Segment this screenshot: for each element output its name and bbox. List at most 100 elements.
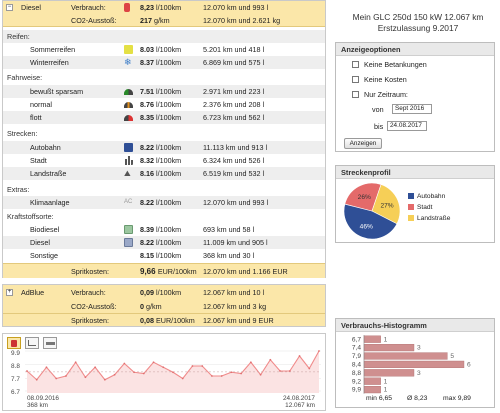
highway-icon <box>124 143 133 152</box>
consumption-point <box>133 371 135 374</box>
to-label: bis <box>374 122 384 131</box>
histogram-count-label: 6 <box>467 362 471 369</box>
fuel-costs-totals: 12.070 km und 1.166 EUR <box>203 267 288 276</box>
section-tires-title-row: Reifen: <box>3 30 325 43</box>
pie-slice-0 <box>343 203 398 240</box>
consumption-label: Verbrauch: <box>71 3 106 12</box>
time-range-checkbox[interactable] <box>352 91 359 98</box>
histogram-count-label: 3 <box>417 345 421 352</box>
car-registration: Erstzulassung 9.2017 <box>377 23 459 33</box>
panel-title: Streckenprofil <box>336 166 494 179</box>
x-end-label: 24.08.2017 12.067 km <box>283 395 315 409</box>
y-tick-label: 6.7 <box>11 389 20 396</box>
consumption-point <box>279 370 281 372</box>
route-profile-pie: 46% 26% 27% <box>343 182 401 240</box>
adblue-consumption-row: + AdBlue Verbrauch: 0,09 l/100km 12.067 … <box>6 288 265 297</box>
adblue-panel: + AdBlue Verbrauch: 0,09 l/100km 12.067 … <box>2 284 326 327</box>
consumption-point <box>201 365 204 367</box>
adblue-co2-row: CO2-Ausstoß: 0 g/km 12.067 km und 3 kg <box>71 302 267 311</box>
panel-title: Anzeigeoptionen <box>336 43 494 56</box>
consumption-point <box>318 350 320 352</box>
to-date-input[interactable]: 24.08.2017 <box>387 121 427 131</box>
fuel-costs-row: Spritkosten: 9,66 EUR/100km 12.070 km un… <box>3 263 325 278</box>
histogram-bar <box>363 369 415 377</box>
time-range-option[interactable]: Nur Zeitraum: <box>352 90 408 100</box>
consumption-point <box>162 366 165 369</box>
fuel-pump-icon <box>11 340 17 347</box>
air-conditioning-icon: AC <box>124 199 133 205</box>
no-refuels-option[interactable]: Keine Betankungen <box>352 60 427 70</box>
histogram-avg: Ø 8,23 <box>407 395 428 402</box>
histogram-count-label: 1 <box>384 387 388 394</box>
pie-slice-label: 46% <box>360 224 373 231</box>
pie-slice-label: 27% <box>380 202 393 209</box>
histogram-count-label: 3 <box>417 370 421 377</box>
consumption-point <box>94 366 97 369</box>
section-title: Strecken: <box>7 129 38 138</box>
fuel-name: Diesel <box>21 3 41 12</box>
expand-toggle-icon[interactable]: − <box>6 4 13 11</box>
consumption-point <box>249 361 252 364</box>
driving-row-economical: bewußt sparsam 7.51 l/100km 2.971 km und… <box>3 85 325 98</box>
consumption-point <box>288 370 291 372</box>
pie-slice-1 <box>344 182 382 212</box>
adblue-name: AdBlue <box>21 288 45 297</box>
diesel-consumption-row: − Diesel Verbrauch: 8,23 l/100km 12.070 … <box>3 1 325 14</box>
consumption-point <box>298 355 301 357</box>
speedometer-orange-icon <box>124 102 133 108</box>
no-costs-option[interactable]: Keine Kosten <box>352 75 407 85</box>
section-extras-title-row: Extras: <box>3 183 325 196</box>
consumption-histogram: 6,7 1 7,4 3 7,9 5 8,4 6 8,8 3 9,2 1 9,9 1 <box>352 335 471 394</box>
diesel-co2-row: CO2-Ausstoß: 217 g/km 12.070 km und 2.62… <box>3 14 325 27</box>
section-title: Fahrweise: <box>7 73 43 82</box>
histogram-category-label: 8,4 <box>352 362 361 369</box>
fuel-pump-view-button[interactable] <box>7 337 21 349</box>
section-driving-title-row: Fahrweise: <box>3 71 325 84</box>
consumption-point <box>65 375 67 377</box>
histogram-bar <box>363 377 381 385</box>
expand-toggle-icon[interactable]: + <box>6 289 13 296</box>
histogram-bar <box>363 386 381 394</box>
consumption-point <box>103 378 106 381</box>
speedometer-red-icon <box>124 115 133 121</box>
extras-row-ac: Klimaanlage AC 8.22 l/100km 12.070 km un… <box>3 196 325 209</box>
consumption-line-chart <box>25 350 321 393</box>
city-icon <box>124 156 133 165</box>
pie-slice-label: 26% <box>358 194 371 201</box>
histogram-category-label: 9,2 <box>352 378 361 385</box>
roads-row-country: Landstraße ⛰ 8.16 l/100km 6.519 km und 5… <box>3 167 325 180</box>
consumption-point <box>113 373 116 376</box>
chart-icon <box>28 340 36 346</box>
display-options-panel: Anzeigeoptionen Keine Betankungen Keine … <box>335 42 495 152</box>
y-tick-label: 7.7 <box>11 376 20 383</box>
show-button[interactable]: Anzeigen <box>344 138 382 149</box>
consumption-point <box>211 375 213 377</box>
y-tick-label: 8.8 <box>11 363 20 370</box>
consumption-point <box>269 358 272 361</box>
co2-label: CO2-Ausstoß: <box>71 16 117 25</box>
consumption-point <box>308 367 311 370</box>
section-title: Extras: <box>7 185 30 194</box>
consumption-point <box>35 378 38 381</box>
biodiesel-pump-icon <box>124 225 133 234</box>
consumption-value: 8,23 l/100km <box>140 3 182 12</box>
section-fuel-type-title-row: Kraftstoffsorte: <box>3 210 325 223</box>
from-label: von <box>372 105 384 114</box>
from-date-select[interactable]: Sept 2016 <box>392 104 432 114</box>
consumption-point <box>191 365 194 367</box>
route-profile-panel: Streckenprofil 46% 26% 27% Autobahn Stadt … <box>335 165 495 243</box>
histogram-category-label: 6,7 <box>352 336 361 343</box>
histogram-min: min 6,65 <box>366 395 393 402</box>
no-refuels-checkbox[interactable] <box>352 61 359 68</box>
adblue-cost-row: Spritkosten: 0,08 EUR/100km 12.067 km un… <box>3 313 325 326</box>
no-costs-checkbox[interactable] <box>352 76 359 83</box>
fuel-stats-panel: − Diesel Verbrauch: 8,23 l/100km 12.070 … <box>2 0 326 278</box>
sun-icon <box>124 45 133 54</box>
chart-view-button[interactable] <box>25 337 39 349</box>
y-tick-label: 9.9 <box>11 350 20 357</box>
consumption-point <box>230 371 233 374</box>
legend-item-highway: Autobahn <box>408 192 445 202</box>
histogram-bar <box>363 335 381 343</box>
consumption-point <box>123 362 126 365</box>
road-view-button[interactable] <box>43 337 57 349</box>
